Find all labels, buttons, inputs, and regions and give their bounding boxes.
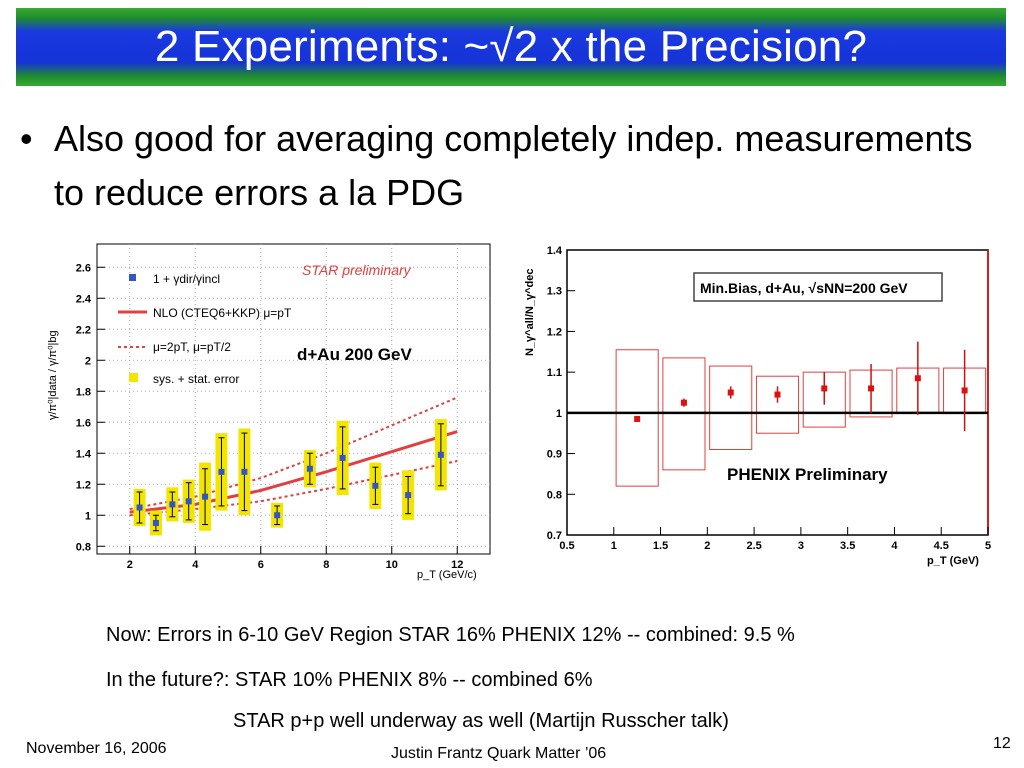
star-ytick-label: 1.4 [76,448,92,460]
phenix-ytick-label: 1 [556,408,562,420]
star-xlabel: p_T (GeV/c) [417,569,477,581]
star-data-point [372,482,379,489]
star-data-point [306,465,313,472]
star-data-point [405,492,412,499]
phenix-sys-box [755,375,800,434]
star-xtick-label: 10 [386,559,398,571]
star-ytick-label: 0.8 [76,541,91,553]
star-ylabel: γ/π⁰|data / γ/π⁰|bg [47,330,59,420]
phenix-ytick-label: 1.4 [547,245,563,257]
note-now: Now: Errors in 6-10 GeV Region STAR 16% … [106,624,795,646]
phenix-ytick-label: 1.1 [547,367,562,379]
phenix-annotation-box [693,272,943,302]
phenix-data-point [774,391,781,398]
star-ytick-label: 2.6 [76,262,91,274]
star-ytick-label: 2.4 [76,293,92,305]
phenix-preliminary-label: PHENIX Preliminary [727,465,888,484]
phenix-annotation: Min.Bias, d+Au, √sNN=200 GeV [700,280,908,296]
legend-marker-box [129,373,138,382]
star-ytick-label: 2.2 [76,324,91,336]
phenix-sys-box [709,365,753,451]
star-ytick-label: 1.2 [76,479,91,491]
star-data-point [136,504,143,511]
star-data-point [152,520,159,526]
star-data-point [241,468,248,475]
legend-label-nlo: NLO (CTEQ6+KKP) μ=pT [153,306,292,320]
star-data-point [185,498,192,505]
footer-date: November 16, 2006 [26,740,167,757]
star-data-point [218,468,225,475]
legend-label-scales: μ=2pT, μ=pT/2 [153,340,231,354]
phenix-ytick-label: 0.7 [547,530,562,542]
phenix-xtick-label: 3.5 [840,540,855,552]
star-data-point [169,501,176,508]
phenix-xtick-label: 5 [985,540,991,552]
star-ytick-label: 1.8 [76,386,91,398]
phenix-xtick-label: 1.5 [653,540,668,552]
phenix-xtick-label: 3 [798,540,804,552]
star-chart: 2 4 6 8 10 12 0.8 1 1.2 1.4 1.6 1.8 2 2.2 2.4 2.6 1 + γ… [30,230,500,585]
legend-label-ratio: 1 + γdir/γincl [153,272,220,286]
phenix-xlabel: p_T (GeV) [927,555,979,567]
footer-presenter: Justin Frantz Quark Matter ’06 [391,745,607,762]
phenix-data-point [914,375,921,382]
footer-page-number: 12 [993,735,1011,752]
phenix-xtick-label: 2.5 [746,540,761,552]
star-ytick-label: 2 [85,355,91,367]
phenix-data-point [868,385,875,392]
phenix-xtick-label: 4 [891,540,898,552]
star-xtick-label: 8 [323,559,329,571]
phenix-ytick-label: 1.2 [547,326,562,338]
star-ytick-label: 1.6 [76,417,91,429]
phenix-ytick-label: 0.9 [547,449,562,461]
star-plot-frame [96,243,491,555]
star-xtick-label: 12 [451,559,463,571]
star-preliminary-label: STAR preliminary [302,262,412,278]
star-legend: 1 + γdir/γincl NLO (CTEQ6+KKP) μ=pT μ=2p… [118,272,292,386]
star-xtick-label: 4 [192,559,199,571]
star-xtick-label: 6 [258,559,264,571]
phenix-xtick-label: 2 [704,540,710,552]
star-xtick-label: 2 [127,559,133,571]
phenix-data-point [727,389,734,396]
bullet-dot-icon: • [20,118,33,159]
phenix-ytick-label: 0.8 [547,489,562,501]
star-data-point [274,512,281,519]
note-pp: STAR p+p well underway as well (Martijn … [233,710,729,732]
phenix-data-point [821,385,828,392]
note-future: In the future?: STAR 10% PHENIX 8% -- co… [106,669,593,691]
star-ytick-label: 1 [85,510,91,522]
phenix-data-point [680,399,687,406]
phenix-ylabel: N_γ^all/N_γ^dec [524,269,536,356]
slide-title: 2 Experiments: ~√2 x the Precision? [154,22,868,71]
phenix-data-point [961,387,968,394]
phenix-ytick-label: 1.3 [547,286,562,298]
dau-label: d+Au 200 GeV [297,345,412,364]
title-bar: 2 Experiments: ~√2 x the Precision? [16,8,1006,86]
legend-marker-square [129,274,136,281]
legend-label-error: sys. + stat. error [153,372,239,386]
star-data-point [437,451,444,458]
bullet-text: Also good for averaging completely indep… [54,118,973,213]
phenix-xtick-label: 0.5 [559,540,574,552]
phenix-chart: 0.5 1 1.5 2 2.5 3 3.5 4 4.5 5 0.7 0.8 0.9 1 1.1 1.2 1.3 1… [517,236,995,586]
phenix-xtick-label: 1 [611,540,617,552]
star-data-point [339,454,346,461]
star-plot-background [30,230,500,585]
star-data-point [202,493,209,500]
phenix-data-point [634,415,641,422]
phenix-sys-box [615,349,659,487]
phenix-xtick-label: 4.5 [934,540,949,552]
